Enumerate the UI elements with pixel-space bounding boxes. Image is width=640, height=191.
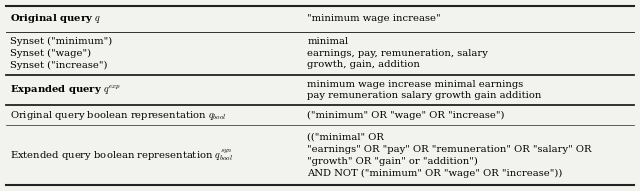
Text: Extended query boolean representation $q^{syn}_{bool}$: Extended query boolean representation $q… [10, 147, 232, 163]
Text: "minimum wage increase": "minimum wage increase" [307, 14, 441, 23]
Text: Synset ("minimum")
Synset ("wage")
Synset ("increase"): Synset ("minimum") Synset ("wage") Synse… [10, 36, 112, 70]
Text: Original query boolean representation $q_{bool}$: Original query boolean representation $q… [10, 109, 226, 122]
Text: (("minimal" OR
"earnings" OR "pay" OR "remuneration" OR "salary" OR
"growth" OR : (("minimal" OR "earnings" OR "pay" OR "r… [307, 133, 592, 178]
Text: Expanded query $q^{exp}$: Expanded query $q^{exp}$ [10, 83, 121, 97]
Text: ("minimum" OR "wage" OR "increase"): ("minimum" OR "wage" OR "increase") [307, 111, 505, 120]
Text: Original query $q$: Original query $q$ [10, 12, 101, 25]
Text: minimum wage increase minimal earnings
pay remuneration salary growth gain addit: minimum wage increase minimal earnings p… [307, 80, 541, 100]
Text: minimal
earnings, pay, remuneration, salary
growth, gain, addition: minimal earnings, pay, remuneration, sal… [307, 37, 488, 69]
